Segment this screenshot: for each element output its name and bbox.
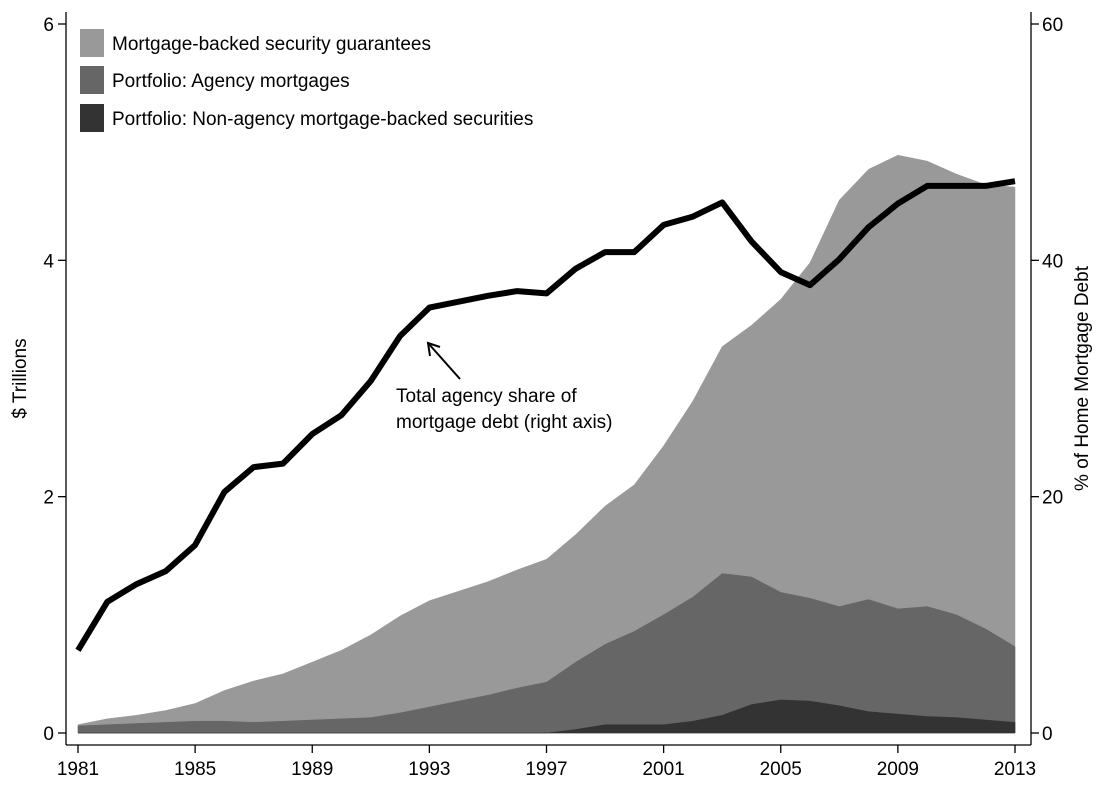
y-right-tick-label: 20	[1042, 488, 1063, 509]
legend-label-agency-mortgages: Portfolio: Agency mortgages	[112, 71, 350, 92]
share-line-layer	[75, 178, 1016, 652]
y-axis-right-title: % of Home Mortgage Debt	[1072, 265, 1093, 491]
y-right-tick-label: 60	[1042, 15, 1063, 36]
legend-swatch-non-agency-mbs	[80, 104, 104, 132]
legend-label-non-agency-mbs: Portfolio: Non-agency mortgage-backed se…	[112, 109, 533, 130]
x-tick-label: 2009	[877, 759, 919, 780]
legend: Mortgage-backed security guarantees Port…	[80, 29, 533, 132]
x-tick-label: 1981	[57, 759, 99, 780]
x-tick-label: 1989	[291, 759, 333, 780]
annotation-arrow-head	[426, 341, 441, 357]
y-right-tick-label: 40	[1042, 251, 1063, 272]
y-axis-left-title: $ Trillions	[10, 338, 31, 418]
x-tick-label: 1993	[408, 759, 450, 780]
y-left-tick-label: 0	[43, 724, 54, 745]
agency-share-line	[75, 178, 1016, 652]
x-tick-label: 1997	[525, 759, 567, 780]
stacked-areas	[77, 154, 1016, 734]
y-right-tick-label: 0	[1042, 724, 1053, 745]
x-tick-label: 2013	[994, 759, 1036, 780]
area-non-agency-mbs	[78, 699, 1016, 734]
legend-label-mbs-guarantees: Mortgage-backed security guarantees	[112, 34, 431, 55]
x-tick-label: 1985	[174, 759, 216, 780]
area-mbs-guarantees	[77, 154, 1016, 734]
annotation-arrow-shaft	[427, 342, 461, 380]
area-agency-mortgages	[77, 573, 1016, 734]
x-tick-label: 2005	[760, 759, 802, 780]
y-left-tick-label: 6	[43, 15, 54, 36]
annotation-line-1: Total agency share of	[396, 386, 577, 407]
y-left-tick-label: 4	[43, 251, 54, 272]
annotation-line-2: mortgage debt (right axis)	[396, 412, 613, 433]
annotation: Total agency share of mortgage debt (rig…	[396, 341, 613, 433]
legend-swatch-mbs-guarantees	[80, 29, 104, 57]
x-tick-label: 2001	[642, 759, 684, 780]
legend-swatch-agency-mortgages	[80, 66, 104, 94]
y-left-tick-label: 2	[43, 488, 54, 509]
